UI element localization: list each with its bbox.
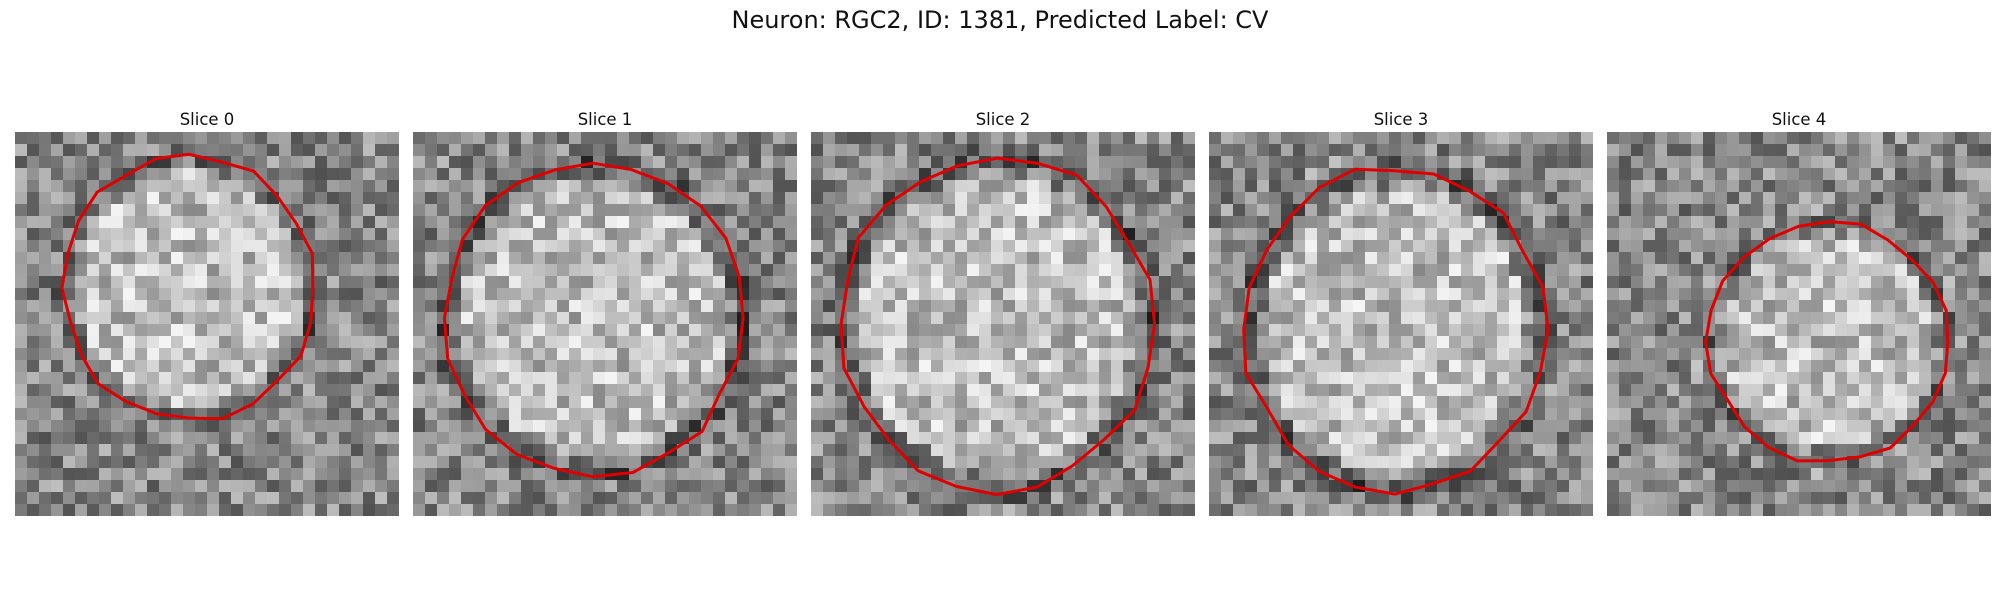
pixel-grid — [413, 132, 797, 516]
slice-panel-4: Slice 4 — [1607, 108, 1991, 516]
cell-outline — [442, 161, 745, 479]
pixel-grid — [811, 132, 1195, 516]
slice-image — [413, 132, 797, 516]
slice-image — [811, 132, 1195, 516]
slice-title: Slice 1 — [577, 110, 633, 129]
slice-panel-3: Slice 3 — [1209, 108, 1593, 516]
pixel-grid — [1209, 132, 1593, 516]
cell-outline — [839, 156, 1157, 497]
cell-outline — [60, 152, 315, 421]
slice-panel-2: Slice 2 — [811, 108, 1195, 516]
pixel-grid — [1607, 132, 1991, 516]
slice-title: Slice 3 — [1373, 110, 1429, 129]
slice-title: Slice 4 — [1771, 110, 1827, 129]
cell-outline — [1704, 220, 1950, 463]
slice-image — [1209, 132, 1593, 516]
slice-panel-0: Slice 0 — [15, 108, 399, 516]
figure-title: Neuron: RGC2, ID: 1381, Predicted Label:… — [731, 6, 1269, 34]
slice-image — [1607, 132, 1991, 516]
slice-image — [15, 132, 399, 516]
cell-outline — [1242, 167, 1550, 496]
slice-title: Slice 0 — [179, 110, 235, 129]
slice-panel-1: Slice 1 — [413, 108, 797, 516]
slice-title: Slice 2 — [975, 110, 1031, 129]
